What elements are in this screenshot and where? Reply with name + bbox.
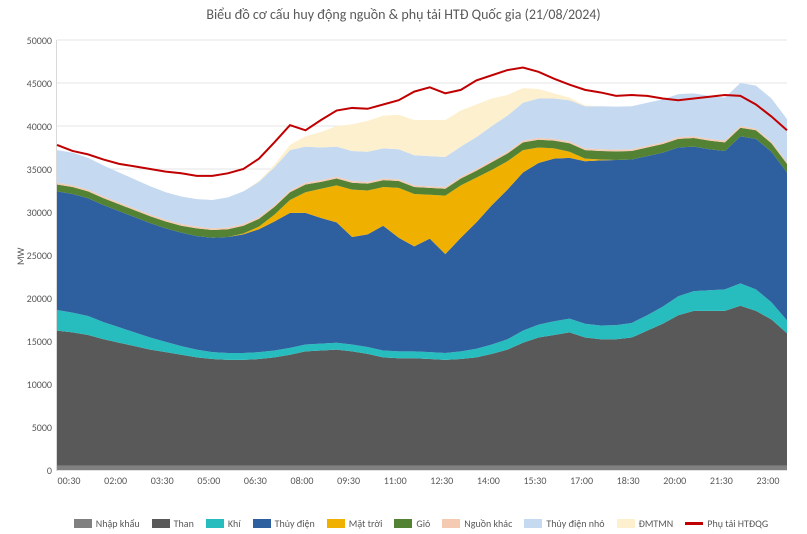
y-tick-label: 15000 bbox=[27, 335, 52, 348]
y-tick-label: 25000 bbox=[27, 249, 52, 262]
x-tick-label: 18:30 bbox=[617, 474, 640, 487]
y-tick-label: 30000 bbox=[27, 206, 52, 219]
x-tick-label: 23:00 bbox=[756, 474, 779, 487]
legend: Nhập khẩu Than Khí Thủy điện Mặt trời Gió Nguồ… bbox=[56, 517, 786, 530]
x-tick-label: 21:30 bbox=[710, 474, 733, 487]
plot-area bbox=[56, 40, 787, 471]
legend-label: ĐMTMN bbox=[639, 517, 674, 530]
legend-swatch bbox=[685, 522, 703, 525]
y-axis-label: MW bbox=[14, 248, 27, 265]
legend-item-khi: Khí bbox=[206, 517, 241, 530]
legend-label: Nguồn khác bbox=[464, 517, 512, 530]
legend-item-phutai: Phụ tải HTĐQG bbox=[685, 517, 768, 530]
x-tick-label: 06:30 bbox=[244, 474, 267, 487]
y-tick-label: 40000 bbox=[27, 120, 52, 133]
legend-swatch bbox=[524, 519, 542, 528]
legend-swatch bbox=[74, 519, 92, 528]
legend-label: Phụ tải HTĐQG bbox=[707, 517, 768, 530]
y-tick-label: 5000 bbox=[32, 421, 52, 434]
legend-label: Nhập khẩu bbox=[96, 517, 140, 530]
legend-item-thuydien: Thủy điện bbox=[253, 517, 315, 530]
x-tick-label: 03:30 bbox=[151, 474, 174, 487]
x-tick-label: 05:00 bbox=[197, 474, 220, 487]
legend-item-nguonkhac: Nguồn khác bbox=[442, 517, 512, 530]
legend-label: Mặt trời bbox=[349, 517, 383, 530]
legend-swatch bbox=[327, 519, 345, 528]
chart-container: Biểu đồ cơ cấu huy động nguồn & phụ tải … bbox=[0, 0, 807, 534]
legend-label: Gió bbox=[416, 517, 430, 530]
legend-swatch bbox=[394, 519, 412, 528]
legend-item-gio: Gió bbox=[394, 517, 430, 530]
chart-title: Biểu đồ cơ cấu huy động nguồn & phụ tải … bbox=[0, 6, 807, 23]
x-tick-label: 11:00 bbox=[384, 474, 407, 487]
x-tick-label: 02:00 bbox=[104, 474, 127, 487]
legend-swatch bbox=[253, 519, 271, 528]
y-tick-label: 35000 bbox=[27, 163, 52, 176]
y-tick-label: 50000 bbox=[27, 34, 52, 47]
legend-item-dmtmn: ĐMTMN bbox=[617, 517, 674, 530]
legend-item-thuydiennho: Thủy điện nhỏ bbox=[524, 517, 604, 530]
legend-swatch bbox=[617, 519, 635, 528]
x-tick-label: 14:00 bbox=[477, 474, 500, 487]
x-tick-label: 17:00 bbox=[570, 474, 593, 487]
y-tick-label: 10000 bbox=[27, 378, 52, 391]
x-tick-label: 00:30 bbox=[58, 474, 81, 487]
y-tick-label: 0 bbox=[47, 464, 52, 477]
x-tick-label: 20:00 bbox=[663, 474, 686, 487]
legend-label: Than bbox=[174, 517, 194, 530]
y-tick-label: 45000 bbox=[27, 77, 52, 90]
x-tick-label: 08:00 bbox=[291, 474, 314, 487]
x-tick-label: 09:30 bbox=[337, 474, 360, 487]
series-nhapkhau bbox=[57, 466, 787, 470]
legend-label: Thủy điện nhỏ bbox=[546, 517, 604, 530]
legend-swatch bbox=[442, 519, 460, 528]
legend-label: Thủy điện bbox=[275, 517, 315, 530]
legend-swatch bbox=[152, 519, 170, 528]
legend-item-nhapkhau: Nhập khẩu bbox=[74, 517, 140, 530]
x-tick-label: 15:30 bbox=[523, 474, 546, 487]
legend-item-mattroi: Mặt trời bbox=[327, 517, 383, 530]
y-tick-label: 20000 bbox=[27, 292, 52, 305]
x-tick-label: 12:30 bbox=[430, 474, 453, 487]
chart-svg bbox=[57, 40, 787, 470]
legend-swatch bbox=[206, 519, 224, 528]
legend-label: Khí bbox=[228, 517, 241, 530]
legend-item-than: Than bbox=[152, 517, 194, 530]
